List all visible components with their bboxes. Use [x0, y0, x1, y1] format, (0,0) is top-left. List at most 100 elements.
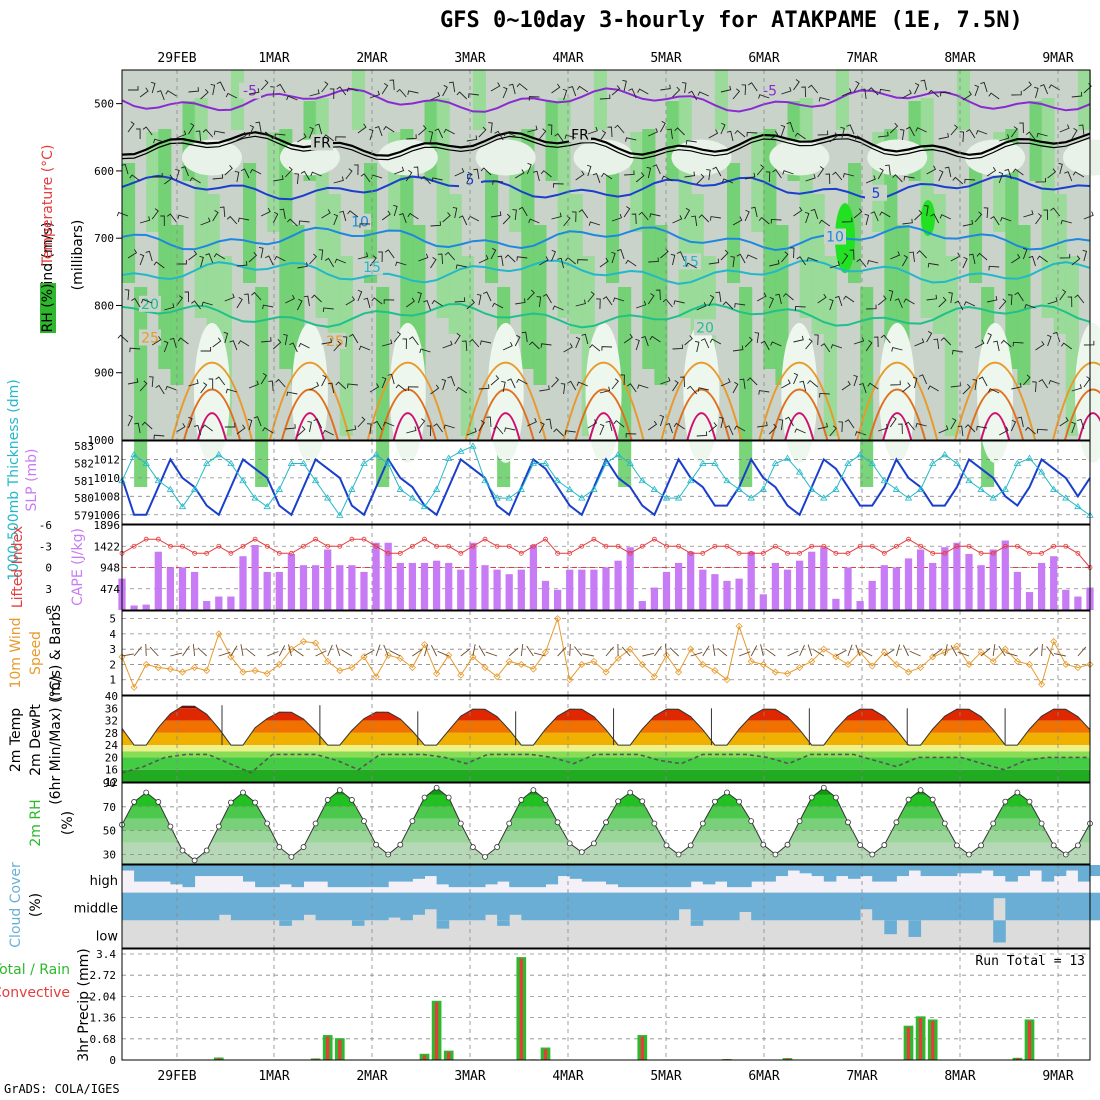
li-point-41 — [615, 543, 621, 549]
temp-frame — [121, 695, 1091, 783]
thickness-point-18 — [336, 511, 344, 518]
wind-barb-78-7 — [1071, 384, 1082, 392]
thickness-point-29 — [469, 442, 477, 449]
wind-barb-8-6 — [223, 331, 229, 344]
cape-bar-76 — [1037, 562, 1046, 610]
wind-barb-14-8 — [297, 426, 306, 437]
wind-barb-36-6 — [563, 343, 573, 353]
wind-barb-35-6 — [540, 343, 552, 348]
temp-label-a-line-0: 2m Temp — [8, 708, 24, 772]
wind-barb-72-3 — [990, 215, 1000, 226]
wind-barb-43-0 — [637, 88, 649, 95]
wind-barb-67-2 — [938, 169, 944, 182]
wind-barb-10m-1 — [133, 646, 143, 657]
wind-barb-10m-18 — [335, 644, 341, 657]
wind-barb-45-7 — [672, 380, 679, 392]
rh-point-17 — [324, 797, 331, 803]
cape-bar-25 — [420, 562, 429, 610]
isotherm-30-bump-8 — [966, 388, 1025, 441]
wind-barb-50-4 — [730, 256, 735, 268]
upper-label-unit-line-0: (millibars) — [70, 220, 86, 291]
wind-barb-26-3 — [442, 212, 451, 223]
wind-barb-48-5 — [708, 294, 715, 307]
cape-bar-56 — [795, 560, 804, 610]
wind-barb-8-2 — [224, 165, 233, 176]
cloud-high-36 — [557, 865, 571, 877]
wind-barb-32-5 — [515, 298, 526, 305]
wind-barb-10m-60 — [847, 644, 853, 657]
cloud-level-high: high — [90, 874, 118, 889]
wind-barb-14-7 — [286, 391, 298, 397]
date-label-top-0: 29FEB — [157, 51, 196, 66]
precip-conv-bar-26 — [434, 1002, 439, 1060]
isotherm-label-bg-11 — [694, 319, 716, 336]
cloud-high-57 — [811, 865, 825, 877]
wind-barb-17-4 — [324, 257, 335, 268]
wind-barb-10m-40 — [605, 646, 615, 657]
wind-label-c: (m/s) & Barbs — [48, 605, 64, 702]
wind-barb-13-1 — [274, 133, 286, 138]
wind-barb-46-8 — [673, 422, 685, 430]
wind-barb-32-4 — [504, 254, 516, 263]
wind-barb-10m-47 — [690, 652, 703, 657]
li-point-30 — [482, 536, 488, 542]
cape-bar-11 — [251, 544, 259, 610]
cloud-middle-33 — [521, 892, 534, 921]
wind-barb-8-7 — [215, 376, 226, 386]
wind-barb-22-6 — [393, 331, 401, 343]
rh-streak-33 — [521, 129, 535, 369]
wind-barb-15-6 — [298, 342, 310, 349]
rh-streak-13 — [279, 129, 293, 369]
rh-streak-73 — [1005, 129, 1019, 369]
rh-point-29 — [469, 844, 476, 850]
cloud-middle-12 — [267, 892, 280, 921]
thickness-point-57 — [807, 485, 816, 492]
cloud-high-23 — [400, 865, 413, 882]
rh-point-8 — [215, 823, 222, 830]
precip-conv-bar-75 — [1027, 1021, 1032, 1060]
wind-barb-74-1 — [1019, 122, 1024, 134]
wind-barb-66-1 — [915, 127, 927, 133]
wind-barb-31-2 — [492, 180, 504, 185]
rh-point-26 — [433, 784, 440, 791]
wind-barb-10m-46 — [669, 647, 679, 657]
isotherm-35-bump-6 — [784, 412, 815, 441]
rh-streak-35 — [545, 101, 559, 181]
wind-barb-16-8 — [313, 418, 323, 429]
thickness-point-44 — [650, 485, 659, 492]
wind-barb-28-3 — [458, 215, 468, 226]
rh-point-15 — [300, 844, 307, 850]
wind-barb-35-8 — [545, 418, 552, 430]
wind-barb-23-1 — [406, 134, 417, 140]
wind-barb-51-4 — [736, 253, 746, 264]
wind-barb-38-8 — [587, 419, 598, 429]
cloud-high-63 — [884, 865, 897, 882]
wind-barb-60-1 — [846, 124, 855, 135]
rh-pale-up-8 — [965, 139, 1026, 176]
wind-speed-point-71 — [977, 648, 985, 656]
wind-speed-point-32 — [505, 657, 513, 665]
wind-barb-7-3 — [212, 210, 219, 222]
wind-barb-74-3 — [1023, 210, 1034, 218]
wind-barb-15-8 — [307, 420, 312, 433]
isotherm-FR — [121, 131, 1091, 157]
wind-speed-point-35 — [541, 648, 550, 656]
wind-barb-20-5 — [363, 297, 371, 309]
wind-barb-3-5 — [164, 303, 175, 311]
wind-barb-10m-14 — [288, 644, 292, 657]
wind-barb-22-1 — [383, 125, 395, 133]
thickness-point-34 — [529, 459, 538, 466]
isotherm-label-3: FR — [571, 127, 589, 143]
isotherm-35-bump-1 — [294, 412, 325, 441]
wind-barb-42-4 — [625, 259, 637, 267]
wind-label-b-line-0: Speed — [28, 631, 44, 675]
wind-barb-66-0 — [920, 79, 928, 91]
precip-conv-bar-33 — [519, 958, 523, 1060]
li-point-1 — [131, 543, 137, 549]
li-point-71 — [978, 550, 984, 556]
wind-barb-1-5 — [131, 297, 141, 308]
rh-point-6 — [191, 857, 198, 864]
wind-barb-10m-22 — [383, 644, 389, 657]
wind-barb-57-6 — [814, 334, 819, 346]
wind-barb-73-7 — [1011, 382, 1022, 390]
